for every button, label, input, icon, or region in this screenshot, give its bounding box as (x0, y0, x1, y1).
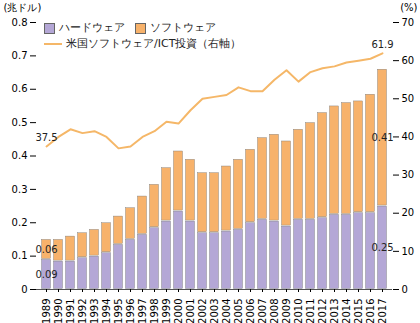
svg-text:2002: 2002 (197, 299, 208, 323)
svg-text:2003: 2003 (209, 299, 220, 323)
svg-text:2004: 2004 (221, 299, 232, 323)
svg-text:10: 10 (402, 246, 415, 257)
svg-text:0.09: 0.09 (35, 269, 57, 280)
svg-text:30: 30 (402, 169, 415, 180)
svg-text:2001: 2001 (185, 299, 196, 323)
svg-text:0.7: 0.7 (12, 50, 28, 61)
svg-text:2006: 2006 (245, 299, 256, 323)
svg-text:0: 0 (21, 284, 27, 295)
svg-text:0.3: 0.3 (12, 184, 28, 195)
svg-text:(%): (%) (400, 2, 417, 13)
svg-text:37.5: 37.5 (35, 132, 57, 143)
svg-text:2008: 2008 (269, 299, 280, 323)
svg-text:2014: 2014 (341, 299, 352, 323)
svg-text:0.41: 0.41 (371, 132, 393, 143)
svg-text:1998: 1998 (149, 299, 160, 323)
svg-text:1995: 1995 (113, 299, 124, 323)
svg-text:1994: 1994 (101, 299, 112, 323)
svg-text:2009: 2009 (281, 299, 292, 323)
svg-text:1991: 1991 (65, 299, 76, 323)
svg-text:2005: 2005 (233, 299, 244, 323)
svg-text:20: 20 (402, 207, 415, 218)
svg-text:0.25: 0.25 (371, 242, 393, 253)
svg-text:2015: 2015 (353, 299, 364, 323)
html-text:米国ソフトウェア/ICT投資（右軸）: 米国ソフトウェア/ICT投資（右軸） (66, 37, 242, 50)
svg-text:0.4: 0.4 (12, 150, 28, 161)
svg-text:0.6: 0.6 (12, 83, 28, 94)
svg-text:61.9: 61.9 (371, 39, 393, 50)
svg-text:2010: 2010 (293, 299, 304, 323)
svg-text:2016: 2016 (365, 299, 376, 323)
svg-text:0: 0 (402, 284, 408, 295)
svg-text:0.5: 0.5 (12, 117, 28, 128)
svg-text:1992: 1992 (77, 299, 88, 323)
svg-text:60: 60 (402, 55, 415, 66)
svg-text:0.06: 0.06 (35, 244, 57, 255)
svg-text:(兆ドル): (兆ドル) (4, 2, 42, 13)
svg-text:2013: 2013 (329, 299, 340, 323)
html-text:ソフトウェア: ソフトウェア (150, 21, 216, 34)
svg-text:2007: 2007 (257, 299, 268, 323)
svg-text:1996: 1996 (125, 299, 136, 323)
svg-text:1999: 1999 (161, 299, 172, 323)
html-text:ハードウェア: ハードウェア (59, 21, 125, 34)
svg-text:2012: 2012 (317, 299, 328, 323)
svg-text:40: 40 (402, 131, 415, 142)
svg-text:2017: 2017 (377, 299, 388, 323)
svg-text:0.2: 0.2 (12, 217, 28, 228)
svg-text:1993: 1993 (89, 299, 100, 323)
svg-text:0.1: 0.1 (12, 250, 28, 261)
svg-text:0.8: 0.8 (12, 17, 28, 28)
svg-text:50: 50 (402, 93, 415, 104)
svg-text:1990: 1990 (53, 299, 64, 323)
svg-text:1997: 1997 (137, 299, 148, 323)
svg-text:1989: 1989 (41, 299, 52, 323)
svg-text:70: 70 (402, 17, 415, 28)
svg-text:2000: 2000 (173, 299, 184, 323)
svg-text:2011: 2011 (305, 299, 316, 323)
